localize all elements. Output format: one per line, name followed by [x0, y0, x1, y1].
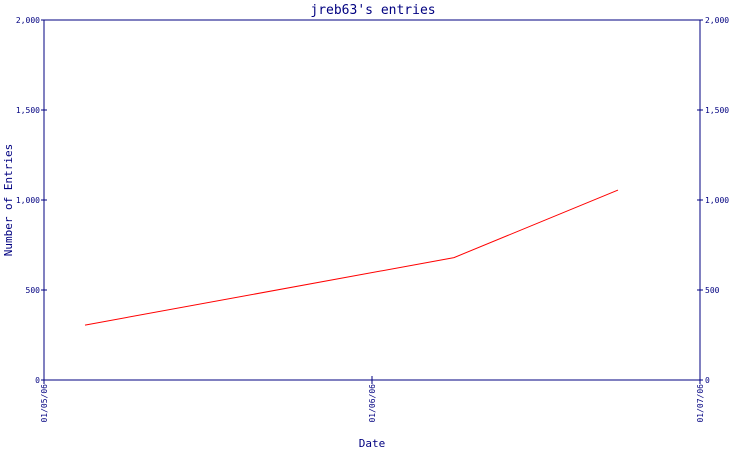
y-axis-right: 0 500 1,000 1,500 2,000	[697, 16, 729, 385]
y-tick-label-left: 2,000	[16, 16, 40, 25]
y-tick-label-left: 1,000	[16, 196, 40, 205]
y-axis-label: Number of Entries	[2, 144, 15, 257]
y-tick-label-right: 2,000	[705, 16, 729, 25]
x-tick-label: 01/06/06	[368, 384, 377, 423]
x-axis-label: Date	[359, 437, 386, 450]
y-tick-label-left: 0	[35, 376, 40, 385]
y-axis-left: 0 500 1,000 1,500 2,000	[16, 16, 47, 385]
x-tick-label: 01/07/06	[696, 384, 705, 423]
y-tick-label-left: 1,500	[16, 106, 40, 115]
y-tick-label-right: 1,500	[705, 106, 729, 115]
x-axis: 01/05/06 01/06/06 01/07/06	[40, 376, 705, 423]
y-tick-label-right: 500	[705, 286, 720, 295]
y-tick-label-left: 500	[26, 286, 41, 295]
y-tick-label-right: 1,000	[705, 196, 729, 205]
chart-title: jreb63's entries	[310, 3, 435, 18]
series-line	[84, 189, 619, 326]
y-tick-label-right: 0	[705, 376, 710, 385]
x-tick-label: 01/05/06	[40, 384, 49, 423]
